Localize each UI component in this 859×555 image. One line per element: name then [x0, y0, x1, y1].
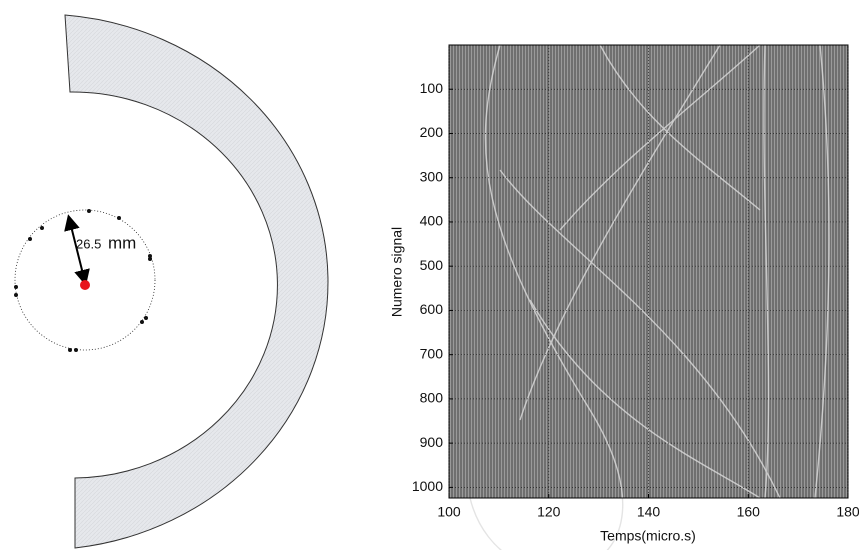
y-tick-label: 800 — [420, 390, 444, 406]
sensor-ring — [14, 209, 156, 351]
x-tick-label: 180 — [836, 504, 859, 520]
y-axis-label: Numero signal — [389, 227, 405, 317]
x-tick-label: 120 — [537, 504, 561, 520]
y-tick-label: 400 — [420, 213, 444, 229]
y-tick-label: 200 — [420, 124, 444, 140]
y-tick-label: 300 — [420, 168, 444, 184]
x-tick-label: 140 — [637, 504, 661, 520]
x-tick-label: 100 — [437, 504, 461, 520]
y-tick-label: 700 — [420, 345, 444, 361]
x-axis-label: Temps(micro.s) — [600, 528, 696, 544]
y-tick-label: 600 — [420, 301, 444, 317]
radius-unit: mm — [108, 233, 136, 252]
x-tick-label: 160 — [737, 504, 761, 520]
y-tick-label: 900 — [420, 434, 444, 450]
echo-traces — [469, 44, 830, 555]
pipe-section — [64, 14, 329, 549]
sensors — [14, 209, 152, 352]
y-tick-label: 500 — [420, 257, 444, 273]
y-tick-label: 100 — [420, 80, 444, 96]
radius-arrow — [64, 214, 90, 286]
radius-value: 26.5 — [76, 236, 101, 251]
center-dot — [80, 280, 90, 290]
y-tick-label: 1000 — [412, 478, 443, 494]
